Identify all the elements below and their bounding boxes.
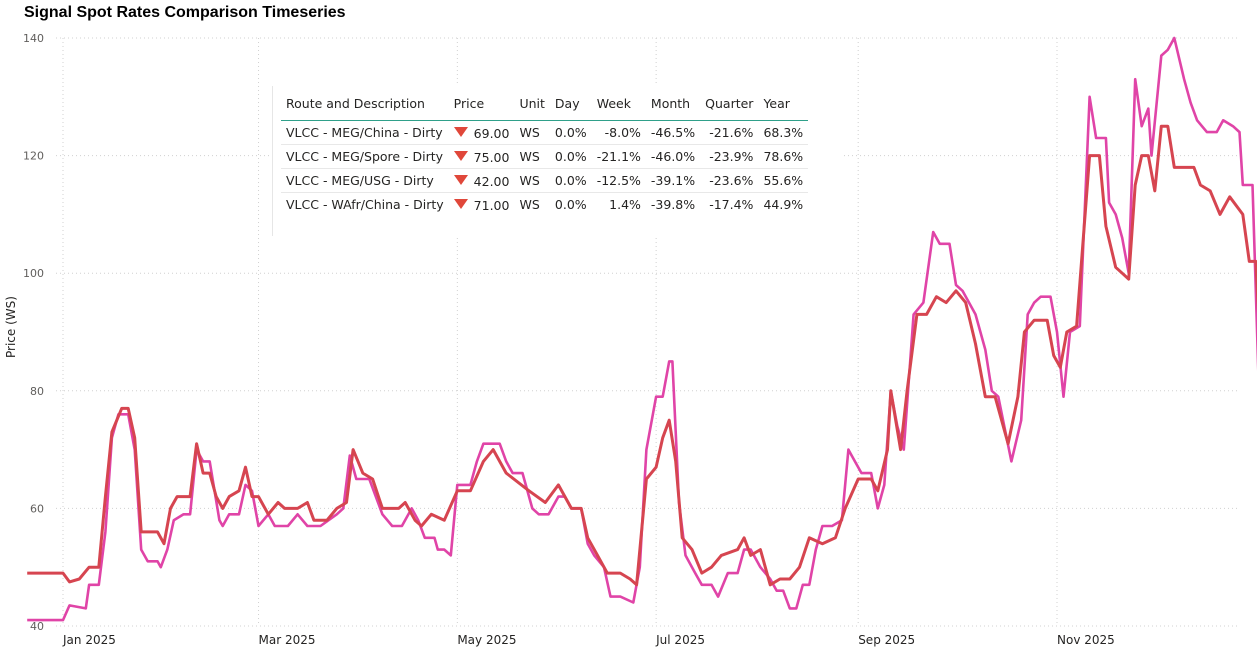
y-axis-ticks: 40 60 80 100 120 140: [23, 32, 44, 633]
series-lines: [27, 36, 1257, 622]
month-cell: -46.5%: [650, 125, 696, 140]
route-cell: VLCC - MEG/Spore - Dirty: [286, 149, 444, 164]
col-header-quarter[interactable]: Quarter: [705, 96, 754, 111]
unit-cell: WS: [519, 149, 540, 164]
month-cell: -39.8%: [650, 197, 696, 212]
grid-lines: [56, 37, 1237, 627]
col-header-day[interactable]: Day: [554, 96, 580, 111]
y-tick-label: 40: [30, 620, 44, 633]
quarter-cell: -21.6%: [709, 125, 754, 140]
table-row: VLCC - MEG/Spore - Dirty 75.00 WS 0.0% -…: [281, 145, 809, 169]
year-cell: 55.6%: [763, 173, 804, 188]
rates-table-panel: Route and Description Price Unit Day Wee…: [272, 86, 843, 236]
route-cell: VLCC - MEG/China - Dirty: [286, 125, 443, 140]
month-cell: -46.0%: [650, 149, 696, 164]
unit-cell: WS: [519, 125, 540, 140]
x-axis-ticks: Jan 2025 Mar 2025 May 2025 Jul 2025 Sep 2025…: [62, 633, 1115, 647]
price-cell: 75.00: [449, 145, 515, 169]
week-cell: -21.1%: [596, 149, 641, 164]
table-row: VLCC - MEG/USG - Dirty 42.00 WS 0.0% -12…: [281, 169, 809, 193]
week-cell: -8.0%: [604, 125, 641, 140]
y-tick-label: 80: [30, 385, 44, 398]
unit-cell: WS: [519, 173, 540, 188]
year-cell: 68.3%: [763, 125, 804, 140]
quarter-cell: -23.9%: [709, 149, 754, 164]
y-tick-label: 120: [23, 150, 44, 163]
price-cell: 71.00: [449, 193, 515, 217]
x-tick-label: Sep 2025: [858, 633, 915, 647]
col-header-year[interactable]: Year: [763, 96, 790, 111]
down-triangle-icon: [453, 199, 468, 209]
down-triangle-icon: [453, 127, 468, 137]
table-row: VLCC - WAfr/China - Dirty 71.00 WS 0.0% …: [281, 193, 808, 217]
price-value: 75.00: [473, 149, 510, 165]
day-cell: 0.0%: [554, 197, 587, 212]
col-header-price[interactable]: Price: [453, 96, 485, 111]
table-row: VLCC - MEG/China - Dirty 69.00 WS 0.0% -…: [281, 121, 809, 145]
price-value: 69.00: [473, 125, 510, 141]
price-cell: 42.00: [449, 169, 515, 193]
price-value: 71.00: [473, 197, 510, 213]
week-cell: 1.4%: [609, 197, 641, 212]
rates-table: Route and Description Price Unit Day Wee…: [281, 92, 809, 217]
x-tick-label: Mar 2025: [259, 633, 316, 647]
chart-title: Signal Spot Rates Comparison Timeseries: [24, 4, 346, 21]
col-header-unit[interactable]: Unit: [519, 96, 545, 111]
day-cell: 0.0%: [554, 125, 587, 140]
route-cell: VLCC - WAfr/China - Dirty: [286, 197, 444, 212]
x-tick-label: Jul 2025: [655, 633, 705, 647]
year-cell: 78.6%: [763, 149, 804, 164]
y-tick-label: 60: [30, 502, 44, 515]
col-header-week[interactable]: Week: [596, 96, 631, 111]
x-tick-label: Nov 2025: [1057, 633, 1115, 647]
y-tick-label: 100: [23, 267, 44, 280]
y-tick-label: 140: [23, 32, 44, 45]
col-header-route[interactable]: Route and Description: [286, 96, 425, 111]
price-cell: 69.00: [449, 121, 515, 145]
x-tick-label: Jan 2025: [62, 633, 116, 647]
day-cell: 0.0%: [554, 173, 587, 188]
day-cell: 0.0%: [554, 149, 587, 164]
week-cell: -12.5%: [596, 173, 641, 188]
quarter-cell: -23.6%: [709, 173, 754, 188]
quarter-cell: -17.4%: [709, 197, 754, 212]
month-cell: -39.1%: [650, 173, 696, 188]
down-triangle-icon: [453, 151, 468, 161]
series-line-2: [27, 124, 1257, 587]
col-header-month[interactable]: Month: [650, 96, 691, 111]
unit-cell: WS: [519, 197, 540, 212]
x-tick-label: May 2025: [457, 633, 516, 647]
price-value: 42.00: [473, 173, 510, 189]
route-cell: VLCC - MEG/USG - Dirty: [286, 173, 434, 188]
down-triangle-icon: [453, 175, 468, 185]
year-cell: 44.9%: [763, 197, 804, 212]
table-header-row: Route and Description Price Unit Day Wee…: [281, 92, 809, 121]
